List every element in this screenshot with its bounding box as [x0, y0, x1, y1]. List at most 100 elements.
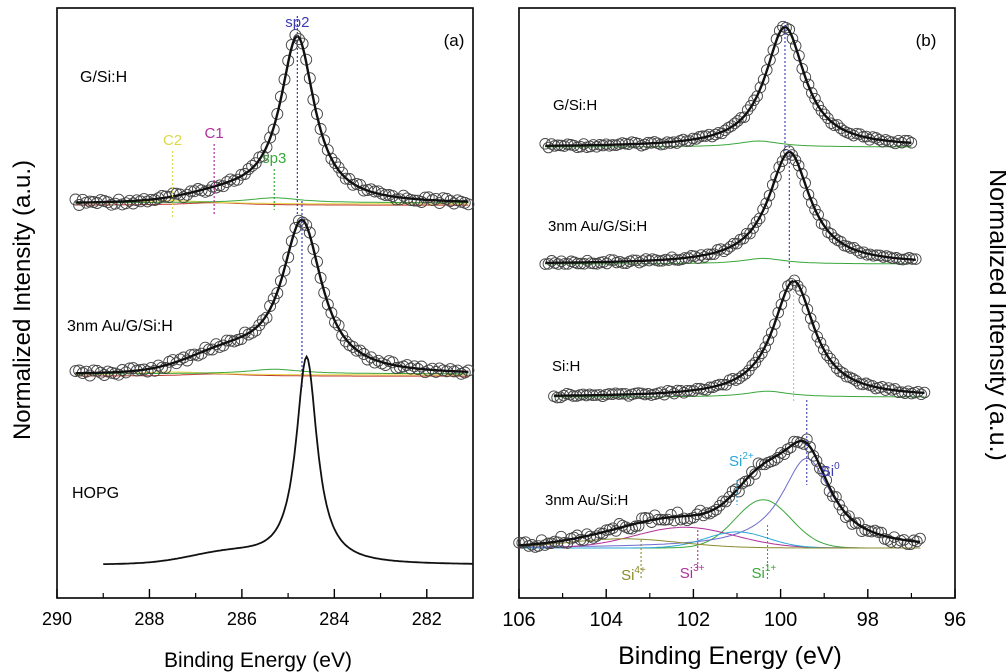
data-point [732, 115, 744, 127]
data-point [671, 137, 683, 149]
panel-b-ticks: 106 104 102 100 98 96 [502, 589, 966, 631]
data-point [835, 236, 847, 248]
data-point [519, 536, 532, 548]
data-point [762, 334, 775, 346]
data-point [773, 161, 785, 173]
data-point [899, 134, 911, 147]
data-point [336, 166, 349, 179]
data-point [818, 219, 831, 231]
data-point [817, 343, 830, 356]
data-point [802, 78, 815, 91]
data-point [825, 117, 837, 129]
data-point [746, 466, 758, 478]
fit-line [553, 279, 925, 397]
data-point [824, 352, 836, 365]
data-point [902, 134, 914, 147]
data-point [759, 341, 771, 354]
data-point [578, 258, 590, 270]
data-point [756, 347, 768, 360]
data-point [849, 517, 862, 529]
data-point [408, 194, 421, 207]
data-point [642, 512, 655, 525]
data-point [838, 125, 850, 137]
panel-a: G/Si:H 3nm Au/G/Si:H HOPG sp2 C2 C1 sp3 290 288… [9, 7, 475, 672]
data-point [914, 532, 926, 545]
data-point [766, 179, 779, 191]
data-point [246, 159, 259, 172]
data-point [601, 257, 613, 270]
data-point [828, 119, 841, 132]
data-point [307, 242, 320, 255]
data-point [285, 235, 298, 248]
data-point [783, 145, 795, 157]
data-point [749, 356, 762, 369]
annotation-label: Si1+ [752, 563, 777, 582]
fit-line [545, 25, 912, 147]
data-point [274, 275, 287, 287]
annotation-label: sp3 [262, 150, 286, 167]
data-point [814, 336, 827, 349]
data-point [792, 159, 805, 172]
data-point [87, 364, 100, 377]
data-point [763, 189, 776, 202]
data-point [780, 21, 792, 34]
data-point [321, 298, 334, 311]
data-point [314, 271, 327, 284]
fit-line [103, 354, 473, 565]
data-point [805, 197, 818, 209]
annotation-label: Si3+ [680, 563, 705, 582]
data-point [729, 483, 742, 496]
data-point [833, 498, 845, 511]
data-point [289, 29, 302, 42]
data-point [666, 251, 678, 263]
data-point [828, 232, 841, 244]
data-point [401, 359, 414, 372]
x-tick-label: 102 [677, 609, 710, 631]
data-point [354, 344, 367, 357]
data-point [748, 94, 760, 107]
data-point [739, 368, 752, 380]
data-point [779, 149, 792, 161]
data-point [604, 254, 616, 266]
component-line [75, 202, 469, 206]
data-point [799, 71, 812, 83]
data-point [808, 320, 820, 332]
series-label: G/Si:H [80, 69, 127, 86]
data-point [350, 344, 363, 357]
data-point [159, 362, 172, 374]
data-point [809, 92, 821, 105]
data-point [834, 122, 847, 135]
data-point [752, 351, 765, 363]
data-point [852, 517, 865, 529]
data-point [904, 538, 917, 551]
data-point [804, 441, 816, 453]
data-point [545, 255, 558, 267]
data-point [723, 491, 736, 503]
data-point [821, 349, 833, 361]
data-point [744, 227, 756, 240]
data-point [767, 44, 780, 56]
x-tick-label: 104 [590, 609, 623, 631]
data-point [796, 62, 808, 75]
data-point [857, 246, 870, 258]
data-point [127, 197, 140, 210]
data-point [574, 140, 587, 153]
data-point [300, 219, 313, 232]
data-point [799, 177, 811, 189]
x-tick-label: 284 [319, 609, 349, 629]
data-point [120, 197, 132, 210]
panel-a-ticks: 290 288 286 284 282 [42, 589, 442, 629]
x-tick-label: 288 [134, 609, 164, 629]
data-point [836, 504, 849, 517]
data-point [815, 104, 828, 117]
data-point [745, 100, 757, 112]
x-tick-label: 100 [764, 609, 797, 631]
data-point [728, 117, 741, 130]
component-line [75, 371, 469, 376]
data-point [555, 255, 568, 267]
x-tick-label: 282 [412, 609, 442, 629]
data-point [844, 242, 857, 254]
data-point [73, 364, 86, 377]
data-point [256, 149, 269, 162]
